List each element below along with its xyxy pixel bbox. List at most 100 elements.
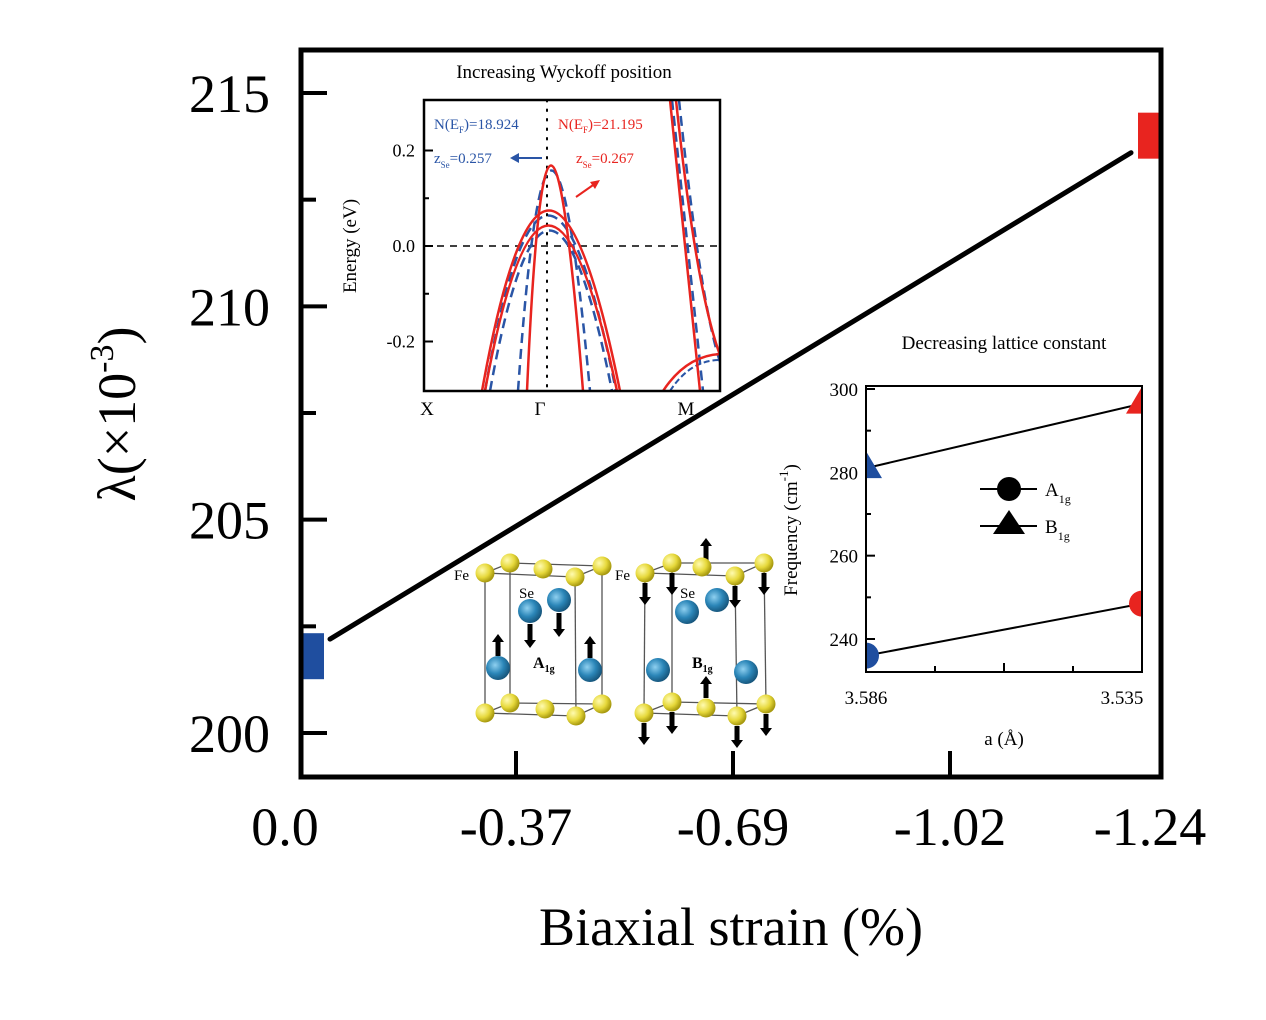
phonon-y-tick-label: 280 [830,463,859,484]
x-tick-label: -1.02 [894,797,1006,857]
band-ticks [424,149,433,343]
band-k-label: X [420,399,434,420]
x-tick-label: -1.24 [1094,797,1206,857]
fe-atom [634,703,654,723]
phonon-inset-title: Decreasing lattice constant [902,333,1107,354]
y-label-sup: -3 [84,345,121,373]
fe-atom [662,692,682,712]
se-label-b1g: Se [680,586,695,602]
svg-text:A1g: A1g [1045,480,1071,506]
cell-edge-vertical [574,576,577,717]
fe-atom [727,706,747,726]
mode-label-a1g: A1g [533,655,555,675]
band-red-m2 [674,100,720,356]
svg-text:B1g: B1g [1045,517,1070,543]
displacement-arrow-head [524,640,536,648]
band-red-mid [483,224,619,391]
phonon-x-axis-label: a (Å) [984,729,1024,750]
band-k-label: Γ [535,399,546,420]
se-label-a1g: Se [519,586,534,602]
displacement-arrow-head [639,597,651,605]
displacement-arrow-head [666,587,678,595]
x-tick-label: -0.37 [460,797,572,857]
band-blue-inner [516,169,592,391]
fe-label: Fe [454,568,469,584]
legend-entry-b1g: B1g [980,510,1070,543]
phonon-y-tick-label: 260 [830,547,859,568]
fe-atom [635,563,655,583]
displacement-arrow-head [729,600,741,608]
fe-atom [533,559,553,579]
unit-cell [634,538,776,748]
x-tick-label: -0.69 [677,797,789,857]
fe-atom [754,553,774,573]
se-atom [734,660,758,684]
legend-entry-a1g: A1g [980,477,1071,506]
fe-atom [592,556,612,576]
phonon-x-tick-label: 3.586 [845,688,888,709]
fe-atom [535,699,555,719]
legend-b1g-label: B [1045,517,1058,538]
fe-atom [592,694,612,714]
arrow-red-right-head [590,180,600,189]
fe-atom [692,557,712,577]
band-red-m1 [668,100,702,391]
band-y-tick-label: -0.2 [387,332,416,352]
band-k-label: M [678,399,695,420]
phonon-y-tick-label: 240 [830,630,859,651]
displacement-arrow-head [758,587,770,595]
phonon-y-axis-label: Frequency (cm-1) [776,464,802,596]
main-y-axis-label: λ(×10-3) [84,327,147,502]
x-tick-label: 0.0 [251,797,319,857]
se-atom [486,656,510,680]
phonon-point-B1g [1126,386,1142,414]
mode-label-b1g: B1g [692,655,713,675]
main-plot-frame [298,47,1164,780]
legend-a1g-sub: 1g [1059,492,1071,506]
fe-atom [756,694,776,714]
main-plot: 200 205 210 215 0.0 -0.37 -0.69 -1.02 -1.24 Biax… [84,47,1206,957]
displacement-arrow-head [666,726,678,734]
fe-atom [565,567,585,587]
legend-b1g-sub: 1g [1058,529,1070,543]
phonon-x-tick-label: 3.535 [1101,688,1144,709]
se-atom [705,588,729,612]
phonon-legend: A1g B1g [980,477,1071,543]
fe-atom [475,703,495,723]
band-y-axis-label: Energy (eV) [340,199,361,293]
band-red-pocket [661,352,720,391]
crystal-structures [475,538,776,748]
phonon-inset-frame [865,385,1143,673]
main-tick-labels: 200 205 210 215 0.0 -0.37 -0.69 -1.02 -1.24 [189,64,1206,857]
displacement-arrow-head [553,629,565,637]
fe-atom [475,563,495,583]
marker-unstrained [302,633,324,680]
displacement-arrow-head [760,728,772,736]
phonon-inset: Decreasing lattice constant 240 260 280 300… [776,333,1144,750]
y-tick-label: 200 [189,704,270,764]
y-tick-label: 210 [189,277,270,337]
legend-a1g-label: A [1045,480,1059,501]
phonon-point-A1g [1129,590,1142,617]
displacement-arrow-head [700,538,712,546]
band-blue-m2 [677,100,720,363]
displacement-arrow-head [700,676,712,684]
band-inset-title: Increasing Wyckoff position [456,62,672,83]
phonon-point-B1g [866,451,882,479]
band-y-tick-label: 0.2 [393,141,416,161]
se-atom [675,600,699,624]
se-atom [518,599,542,623]
legend-circle-marker [997,477,1021,501]
fe-atom [696,698,716,718]
phonon-y-tick-label: 300 [830,380,859,401]
band-curves [424,100,720,391]
marker-max-strain [1138,112,1160,159]
y-label-suffix: ) [87,327,147,345]
displacement-arrow-head [584,636,596,644]
band-tick-labels: 0.2 0.0 -0.2 X Γ M [387,141,695,421]
fe-label-b1g: Fe [615,568,630,584]
y-tick-label: 215 [189,64,270,124]
y-label-prefix: λ(×10 [87,373,147,502]
displacement-arrow-head [492,634,504,642]
